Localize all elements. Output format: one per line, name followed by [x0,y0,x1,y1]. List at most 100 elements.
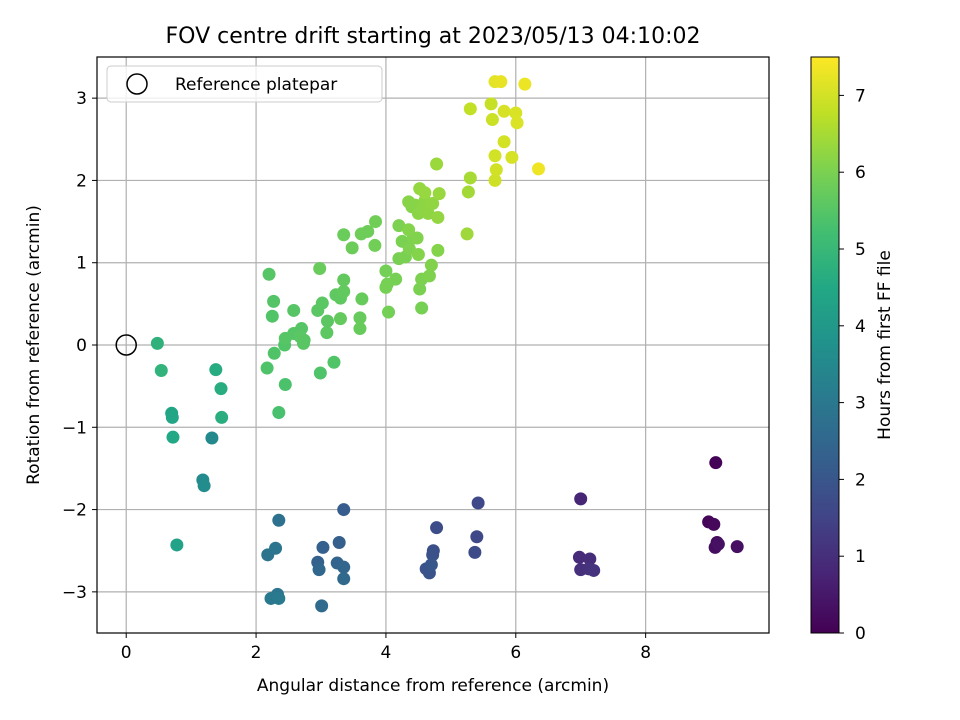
data-point [297,333,311,347]
y-tick-label: −1 [62,418,87,438]
colorbar-tick-label: 0 [855,624,866,644]
x-tick-label: 0 [121,643,132,663]
colorbar-tick-label: 6 [855,163,866,183]
data-point [170,538,184,552]
data-point [165,410,179,424]
data-point [432,187,446,201]
y-tick-label: 1 [76,254,87,274]
data-point [431,243,445,257]
y-tick-label: −3 [62,583,87,603]
y-tick-label: 2 [76,171,87,191]
data-point [369,215,383,229]
data-point [337,572,351,586]
data-points [115,75,744,613]
data-point [488,173,502,187]
data-point [421,206,435,220]
x-axis-label: Angular distance from reference (arcmin) [257,676,609,696]
y-tick-label: 3 [76,89,87,109]
y-axis-label: Rotation from reference (arcmin) [24,205,44,485]
data-point [313,366,327,380]
data-point [484,97,498,111]
data-point [353,322,367,336]
data-point [368,238,382,252]
data-point [468,545,482,559]
data-point [431,210,445,224]
data-point [272,591,286,605]
data-point [166,430,180,444]
data-point [402,223,416,237]
data-point [260,361,274,375]
data-point [337,273,351,287]
legend-label: Reference platepar [175,75,337,95]
data-point [489,163,503,177]
data-point [361,224,375,238]
data-point [379,264,393,278]
data-point [583,552,597,566]
data-point [485,113,499,127]
data-point [337,560,351,574]
axis-ticks: 0 2 4 6 8 −3 −2 −1 0 1 2 3 [62,89,651,663]
data-point [333,312,347,326]
data-point [510,116,524,130]
data-point [269,541,283,555]
data-point [215,410,229,424]
data-point [410,231,424,245]
data-point [320,326,334,340]
data-point [345,241,359,255]
y-tick-label: −2 [62,501,87,521]
colorbar: 0 1 2 3 4 5 6 7 Hours from first FF file [810,56,895,644]
data-point [494,75,508,89]
data-point [389,272,403,286]
colorbar-tick-label: 1 [855,547,866,567]
data-point [430,157,444,171]
data-point [426,548,440,562]
data-point [267,294,281,308]
data-point [355,292,369,306]
data-point [337,285,351,299]
data-point [461,185,475,199]
data-point [709,456,723,470]
data-point [470,530,484,544]
data-point [265,309,279,323]
data-point [463,102,477,116]
data-point [337,228,351,242]
colorbar-gradient [810,56,840,634]
data-point [382,305,396,319]
data-point [418,186,432,200]
data-point [572,550,586,564]
data-point [313,261,327,275]
data-point [392,219,406,233]
data-point [337,503,351,517]
colorbar-tick-label: 7 [855,86,866,106]
data-point [430,521,444,535]
data-point [422,269,436,283]
data-point [463,171,477,185]
data-point [267,346,281,360]
x-tick-label: 8 [640,643,651,663]
data-point [320,314,334,328]
data-point [332,535,346,549]
x-tick-label: 2 [251,643,262,663]
data-point [509,106,523,120]
data-point [209,363,223,377]
data-point [150,336,164,350]
legend-box [106,65,383,103]
data-point [424,558,438,572]
data-point [424,258,438,272]
reference-marker [115,334,137,356]
y-tick-label: 0 [76,336,87,356]
data-point [711,537,725,551]
data-point [413,282,427,296]
data-point [488,149,502,163]
colorbar-ticks: 0 1 2 3 4 5 6 7 [839,86,866,644]
data-point [197,479,211,493]
data-point [587,563,601,577]
chart-title: FOV centre drift starting at 2023/05/13 … [166,24,701,49]
data-point [272,513,286,527]
data-point [312,563,326,577]
data-point [287,303,301,317]
colorbar-tick-label: 4 [855,317,866,337]
data-point [272,405,286,419]
data-point [315,599,329,613]
